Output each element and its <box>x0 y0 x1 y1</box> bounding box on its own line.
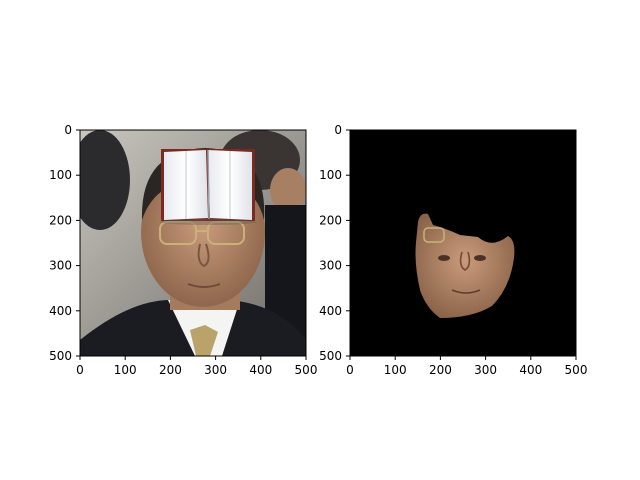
y-tick-label: 300 <box>319 259 342 273</box>
x-tick-label: 400 <box>519 363 542 377</box>
masked-face-panel: 0 100 200 300 400 500 0 100 200 300 400 … <box>319 123 587 377</box>
axes-frame-right <box>349 129 577 357</box>
x-tick-label: 100 <box>114 363 137 377</box>
y-tick-label: 100 <box>319 168 342 182</box>
axes-frame-left <box>79 129 307 357</box>
ticks-right <box>346 129 577 360</box>
y-tick-label: 500 <box>319 349 342 363</box>
photo-masked <box>350 130 576 356</box>
x-tick-label: 300 <box>204 363 227 377</box>
x-tick-label: 0 <box>346 363 354 377</box>
y-tick-label: 0 <box>64 123 72 137</box>
x-tick-label: 200 <box>159 363 182 377</box>
x-tick-label: 400 <box>249 363 272 377</box>
ticks-left <box>76 129 307 360</box>
x-tick-label: 300 <box>474 363 497 377</box>
y-tick-label: 400 <box>49 304 72 318</box>
x-tick-label: 0 <box>76 363 84 377</box>
y-tick-label: 400 <box>319 304 342 318</box>
y-tick-label: 100 <box>49 168 72 182</box>
book-overlay <box>160 149 256 225</box>
y-tick-label: 0 <box>334 123 342 137</box>
original-photo-panel: 0 100 200 300 400 500 0 100 200 300 400 … <box>49 123 317 377</box>
x-tick-label: 500 <box>565 363 588 377</box>
y-tick-label: 300 <box>49 259 72 273</box>
x-tick-label: 200 <box>429 363 452 377</box>
x-tick-label: 100 <box>384 363 407 377</box>
face-segment <box>415 213 515 318</box>
y-tick-label: 200 <box>319 213 342 227</box>
y-tick-label: 200 <box>49 213 72 227</box>
x-tick-label: 500 <box>295 363 318 377</box>
photo-original <box>80 130 306 356</box>
y-tick-label: 500 <box>49 349 72 363</box>
